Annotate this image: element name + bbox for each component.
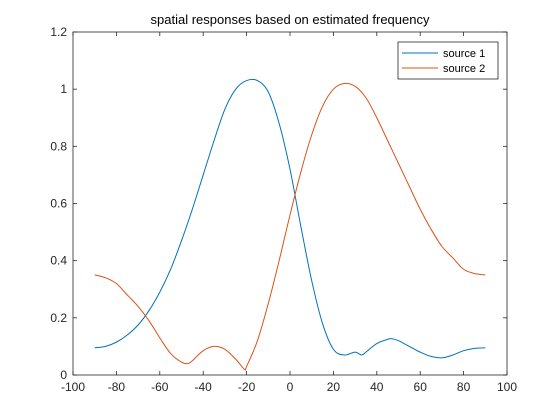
legend-label-2: source 2 — [443, 63, 485, 75]
y-tick-label: 0.6 — [50, 197, 67, 211]
y-tick-label: 0.4 — [50, 254, 67, 268]
series-line-1 — [94, 78, 486, 359]
legend-box — [397, 41, 499, 80]
x-tick-label: -60 — [151, 380, 169, 394]
y-tick-label: 0.2 — [50, 311, 67, 325]
plot-area: -100 -80 -60 -40 -20 0 20 40 60 80 100 0 0.2 0.4 0.6 0.… — [50, 25, 517, 394]
x-tick-label: 100 — [497, 380, 517, 394]
y-tick-label: 0 — [60, 368, 67, 382]
x-tick-label: 20 — [327, 380, 341, 394]
y-tick-label: 1 — [60, 82, 67, 96]
y-tick-label: 0.8 — [50, 139, 67, 153]
x-tick-label: 40 — [370, 380, 384, 394]
y-tick-label: 1.2 — [50, 25, 67, 39]
axes-box — [72, 31, 508, 376]
x-tick-label: -20 — [238, 380, 256, 394]
legend-label-1: source 1 — [443, 48, 485, 60]
x-tick-label: -80 — [108, 380, 126, 394]
x-tick-label: 0 — [287, 380, 294, 394]
x-tick-label: 80 — [457, 380, 471, 394]
chart-title: spatial responses based on estimated fre… — [151, 12, 430, 27]
x-tick-label: -40 — [195, 380, 213, 394]
x-tick-label: 60 — [414, 380, 428, 394]
series-line-2 — [94, 82, 486, 371]
x-tick-label: -100 — [61, 380, 85, 394]
